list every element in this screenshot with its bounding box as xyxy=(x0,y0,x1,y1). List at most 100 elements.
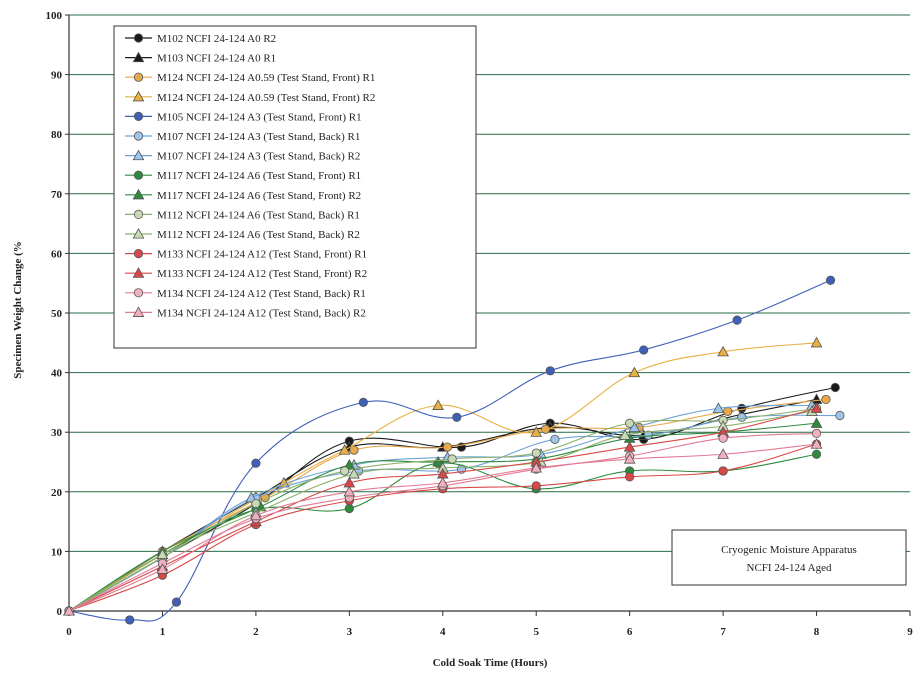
data-point xyxy=(821,394,831,405)
data-point xyxy=(125,615,135,625)
data-point xyxy=(251,458,261,468)
data-point xyxy=(442,442,453,452)
legend-label: M102 NCFI 24-124 A0 R2 xyxy=(157,33,276,45)
y-tick-label: 100 xyxy=(46,10,63,22)
legend-item: M112 NCFI 24-124 A6 (Test Stand, Back) R… xyxy=(125,227,360,241)
legend-label: M105 NCFI 24-124 A3 (Test Stand, Front) … xyxy=(157,111,362,123)
legend-marker xyxy=(132,149,145,161)
data-point xyxy=(718,466,728,476)
data-point xyxy=(530,426,543,437)
data-point xyxy=(717,345,729,357)
data-point xyxy=(712,402,725,413)
data-point xyxy=(625,472,635,482)
legend-label: M134 NCFI 24-124 A12 (Test Stand, Back) … xyxy=(157,307,366,319)
legend-item: M103 NCFI 24-124 A0 R1 xyxy=(125,51,276,65)
data-point xyxy=(545,366,555,376)
data-point xyxy=(810,438,823,449)
data-point xyxy=(628,366,641,378)
legend-item: M112 NCFI 24-124 A6 (Test Stand, Back) R… xyxy=(125,209,360,221)
data-point xyxy=(643,430,653,440)
annotation-box: Cryogenic Moisture Apparatus NCFI 24-124… xyxy=(671,529,907,586)
legend-marker xyxy=(133,33,144,43)
legend-label: M124 NCFI 24-124 A0.59 (Test Stand, Fron… xyxy=(157,72,375,84)
legend-marker xyxy=(132,306,145,317)
data-point xyxy=(63,604,75,616)
series-line xyxy=(68,407,817,612)
series-15 xyxy=(63,438,823,616)
legend-item: M133 NCFI 24-124 A12 (Test Stand, Front)… xyxy=(125,249,367,261)
legend-marker xyxy=(132,51,145,63)
legend-item: M117 NCFI 24-124 A6 (Test Stand, Front) … xyxy=(125,170,361,182)
x-tick-label: 9 xyxy=(907,626,913,638)
data-point xyxy=(432,455,444,467)
legend-label: M124 NCFI 24-124 A0.59 (Test Stand, Fron… xyxy=(157,92,375,104)
data-point xyxy=(358,397,368,407)
data-point xyxy=(348,467,360,479)
legend-item: M107 NCFI 24-124 A3 (Test Stand, Back) R… xyxy=(125,131,360,143)
data-point xyxy=(447,454,457,464)
data-point xyxy=(550,434,560,444)
data-point xyxy=(723,406,733,416)
legend-marker xyxy=(133,111,144,122)
data-point xyxy=(623,452,636,464)
series-line xyxy=(68,410,812,612)
y-tick-label: 50 xyxy=(51,308,63,320)
y-tick-label: 10 xyxy=(51,546,63,558)
data-point xyxy=(452,412,462,422)
x-axis-title: Cold Soak Time (Hours) xyxy=(433,657,548,669)
data-point xyxy=(432,399,444,410)
data-point xyxy=(639,345,649,355)
data-point xyxy=(340,466,350,476)
data-point xyxy=(436,476,449,488)
y-tick-label: 90 xyxy=(51,70,63,82)
legend-box xyxy=(113,25,477,349)
data-point xyxy=(530,461,543,473)
data-point xyxy=(623,441,636,452)
legend-marker xyxy=(132,188,145,200)
annotation-border xyxy=(671,529,907,586)
data-point xyxy=(344,503,354,514)
y-tick-label: 30 xyxy=(51,427,63,439)
data-point xyxy=(343,485,356,497)
legend-label: M103 NCFI 24-124 A0 R1 xyxy=(157,53,276,65)
series-group xyxy=(63,275,845,625)
x-tick-label: 7 xyxy=(720,626,726,638)
y-axis-title: Specimen Weight Change (% xyxy=(12,241,24,379)
data-point xyxy=(156,563,169,574)
legend-label: M112 NCFI 24-124 A6 (Test Stand, Back) R… xyxy=(157,229,360,241)
legend-label: M107 NCFI 24-124 A3 (Test Stand, Back) R… xyxy=(157,131,360,143)
data-point xyxy=(349,445,359,455)
data-point xyxy=(830,382,840,393)
legend-label: M107 NCFI 24-124 A3 (Test Stand, Back) R… xyxy=(157,151,360,163)
data-point xyxy=(343,458,356,470)
annotation-line-2: NCFI 24-124 Aged xyxy=(747,562,832,574)
legend-marker xyxy=(132,90,145,102)
y-tick-label: 20 xyxy=(51,487,63,499)
legend-marker xyxy=(132,227,145,239)
data-point xyxy=(531,481,541,491)
axes: 0 10 20 30 40 50 60 70 80 90 100 0 1 2 3 4 5 6 7 8 9 xyxy=(46,10,914,638)
legend: M102 NCFI 24-124 A0 R2 M103 NCFI 24-124 A… xyxy=(113,25,477,349)
data-point xyxy=(810,417,823,428)
legend-label: M117 NCFI 24-124 A6 (Test Stand, Front) … xyxy=(157,170,361,182)
data-point xyxy=(810,336,823,348)
legend-marker xyxy=(133,170,144,180)
legend-item: M117 NCFI 24-124 A6 (Test Stand, Front) … xyxy=(125,188,361,202)
legend-marker xyxy=(133,131,144,141)
data-point xyxy=(811,449,822,459)
legend-label: M133 NCFI 24-124 A12 (Test Stand, Front)… xyxy=(157,249,367,261)
data-point xyxy=(732,315,742,325)
legend-label: M117 NCFI 24-124 A6 (Test Stand, Front) … xyxy=(157,190,361,202)
data-point xyxy=(810,402,823,413)
x-tick-label: 4 xyxy=(440,626,446,638)
legend-marker xyxy=(133,249,144,259)
legend-item: M107 NCFI 24-124 A3 (Test Stand, Back) R… xyxy=(125,149,360,163)
y-tick-label: 0 xyxy=(57,606,63,618)
data-point xyxy=(245,491,258,503)
x-tick-label: 8 xyxy=(814,626,820,638)
legend-item: M134 NCFI 24-124 A12 (Test Stand, Back) … xyxy=(125,288,366,300)
data-point xyxy=(737,412,747,422)
data-point xyxy=(825,275,836,285)
data-point xyxy=(619,429,631,440)
